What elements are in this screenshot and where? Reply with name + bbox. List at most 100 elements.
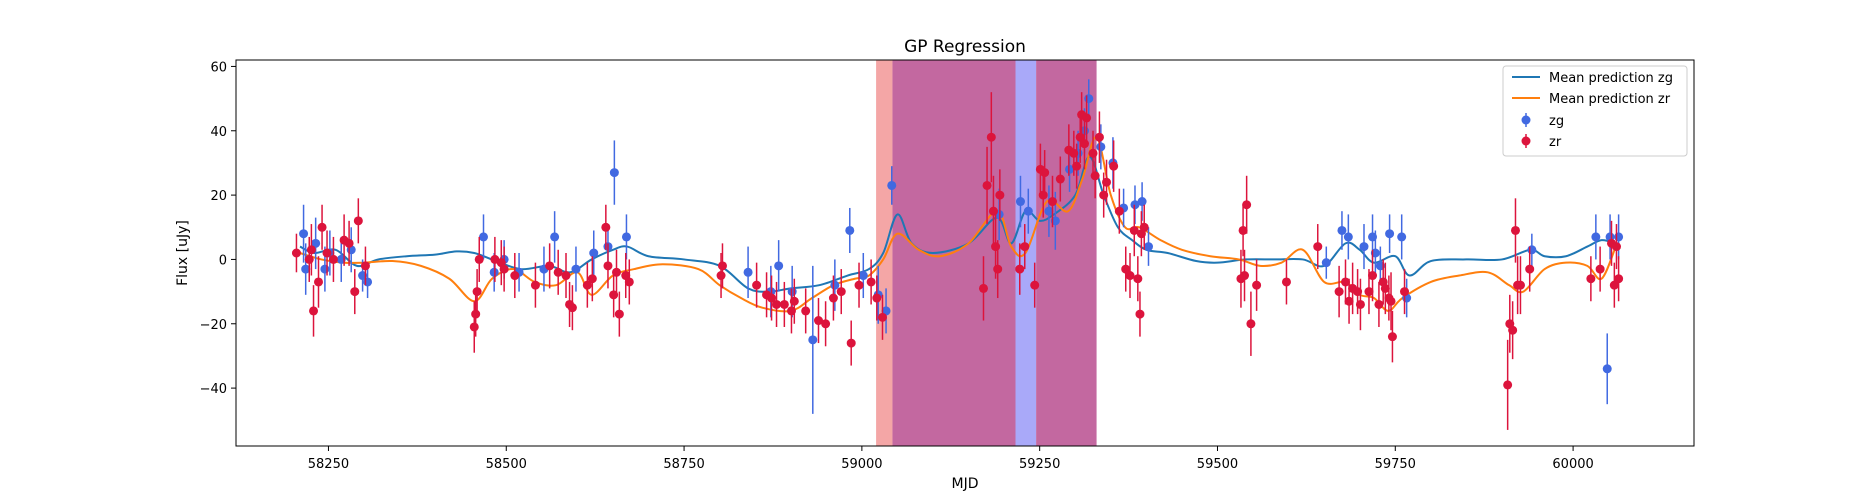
data-point-zg [1527, 245, 1537, 255]
data-point-zr [1609, 280, 1619, 290]
data-point-zr [1611, 242, 1621, 252]
data-point-zr [854, 280, 864, 290]
data-point-zr [1341, 277, 1351, 287]
data-point-zg [320, 264, 330, 274]
data-point-zr [1055, 174, 1065, 184]
data-point-zr [1109, 161, 1119, 171]
data-point-zr [624, 277, 634, 287]
data-point-zr [1047, 197, 1057, 207]
data-point-zr [344, 238, 354, 248]
data-point-zg [808, 335, 818, 345]
data-point-zr [1281, 277, 1291, 287]
x-tick-label: 58500 [486, 457, 527, 472]
data-point-zg [311, 238, 321, 248]
data-point-zg [858, 271, 868, 281]
x-tick-label: 59500 [1197, 457, 1238, 472]
data-point-zg [1143, 242, 1153, 252]
x-tick-label: 58750 [663, 457, 704, 472]
data-point-zr [360, 261, 370, 271]
data-point-zr [1503, 380, 1513, 390]
data-point-zg [479, 232, 489, 242]
data-point-zr [1313, 242, 1323, 252]
data-point-zr [877, 312, 887, 322]
data-point-zr [545, 261, 555, 271]
data-point-zr [587, 274, 597, 284]
data-point-zr [1242, 200, 1252, 210]
data-point-zr [1252, 280, 1262, 290]
data-point-zr [1525, 264, 1535, 274]
data-point-zg [363, 277, 373, 287]
y-axis-label: Flux [uJy] [175, 220, 191, 286]
data-point-zr [1135, 309, 1145, 319]
data-point-zr [1072, 161, 1082, 171]
data-point-zr [472, 287, 482, 297]
data-point-zr [1040, 168, 1050, 178]
data-point-zr [1387, 332, 1397, 342]
data-point-zr [993, 264, 1003, 274]
data-point-zg [571, 264, 581, 274]
data-point-zr [846, 338, 856, 348]
data-point-zr [350, 287, 360, 297]
data-point-zr [1586, 274, 1596, 284]
data-point-zr [353, 216, 363, 226]
data-point-zr [1238, 225, 1248, 235]
data-point-zg [1044, 206, 1054, 216]
data-point-zr [1015, 264, 1025, 274]
data-point-zr [872, 293, 882, 303]
data-point-zg [1337, 225, 1347, 235]
data-point-zg [1343, 232, 1353, 242]
data-point-zr [1030, 280, 1040, 290]
y-tick-label: 20 [210, 189, 227, 204]
data-point-zr [982, 180, 992, 190]
legend-label-points-zg: zg [1549, 114, 1564, 129]
x-axis: 58250 58500 58750 59000 59250 59500 59750 60000 [308, 446, 1594, 472]
data-point-zr [1368, 271, 1378, 281]
data-point-zr [986, 132, 996, 142]
data-point-zr [1510, 225, 1520, 235]
data-point-zr [1139, 222, 1149, 232]
data-point-zr [1508, 325, 1518, 335]
y-tick-label: 40 [210, 125, 227, 140]
data-point-zg [1614, 232, 1624, 242]
x-tick-label: 60000 [1552, 457, 1593, 472]
observation-points [291, 79, 1624, 430]
points-zg [299, 79, 1624, 414]
data-point-zg [1084, 94, 1094, 104]
data-point-zr [821, 319, 831, 329]
data-point-zg [1385, 229, 1395, 239]
data-point-zr [317, 222, 327, 232]
data-point-zg [550, 232, 560, 242]
data-point-zr [304, 254, 314, 264]
data-point-zr [1121, 264, 1131, 274]
y-tick-label: −20 [200, 318, 227, 333]
data-point-zr [1246, 319, 1256, 329]
data-point-zr [1515, 280, 1525, 290]
chart-title: GP Regression [904, 37, 1026, 57]
y-tick-label: 0 [219, 253, 227, 268]
data-point-zr [1614, 274, 1624, 284]
y-axis: −40 −20 0 20 40 60 [200, 60, 236, 397]
x-tick-label: 58250 [308, 457, 349, 472]
data-point-zg [774, 261, 784, 271]
data-point-zr [752, 280, 762, 290]
line-series-zg [299, 155, 1617, 293]
data-point-zr [1240, 271, 1250, 281]
data-point-zr [469, 322, 479, 332]
legend-marker-zr [1521, 136, 1531, 146]
legend-label-line-zg: Mean prediction zg [1549, 71, 1673, 86]
data-point-zr [314, 277, 324, 287]
data-point-zr [328, 254, 338, 264]
data-point-zg [299, 229, 309, 239]
data-point-zr [789, 296, 799, 306]
data-point-zr [988, 206, 998, 216]
data-point-zg [743, 267, 753, 277]
data-point-zr [767, 293, 777, 303]
shaded-regions [876, 60, 1097, 446]
data-point-zr [1386, 296, 1396, 306]
data-point-zr [1380, 283, 1390, 293]
data-point-zg [1023, 206, 1033, 216]
data-point-zr [561, 271, 571, 281]
data-point-zg [830, 280, 840, 290]
data-point-zg [845, 225, 855, 235]
y-tick-label: 60 [210, 60, 227, 75]
